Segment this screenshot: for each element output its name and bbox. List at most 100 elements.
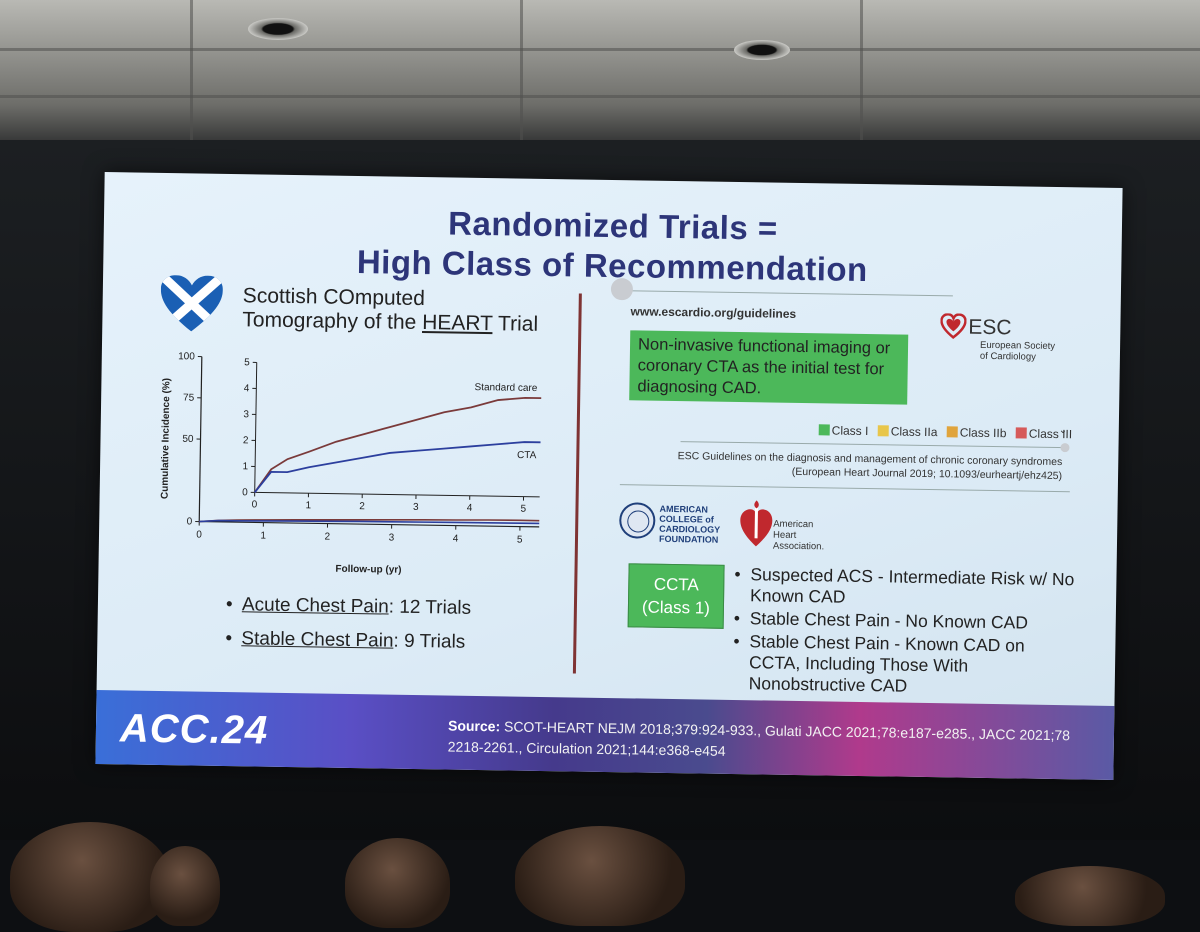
ceiling-tile-seam bbox=[0, 95, 1200, 98]
class-legend: Class I Class IIa Class IIb Class III bbox=[813, 423, 1073, 441]
audience-head bbox=[345, 838, 450, 928]
legend-label: Class IIb bbox=[960, 426, 1007, 441]
projected-slide: Randomized Trials = High Class of Recomm… bbox=[95, 172, 1122, 780]
ccta-class-box: CCTA (Class 1) bbox=[628, 563, 725, 629]
audience-head bbox=[515, 826, 685, 926]
section-separator bbox=[620, 484, 1070, 492]
column-divider bbox=[573, 294, 582, 674]
y-tick-label: 0 bbox=[187, 516, 193, 527]
inset-x-tick-label: 2 bbox=[359, 501, 365, 512]
x-tick-label: 3 bbox=[389, 533, 395, 544]
audience-head bbox=[150, 846, 220, 926]
scottish-heart-flag-icon bbox=[158, 273, 225, 334]
accf-seal-icon bbox=[619, 502, 656, 539]
scot-heart-title-heart: HEART bbox=[422, 311, 493, 335]
y-tick-label: 50 bbox=[182, 434, 194, 445]
inset-series-line-1 bbox=[255, 438, 541, 497]
list-item: •Acute Chest Pain: 12 Trials bbox=[226, 594, 472, 620]
bullet-value: : 9 Trials bbox=[393, 631, 465, 653]
standard-care-label: Standard care bbox=[474, 382, 537, 394]
esc-header-dot bbox=[611, 278, 633, 300]
ceiling-tile-seam bbox=[0, 48, 1200, 51]
list-item: •Stable Chest Pain: 9 Trials bbox=[225, 628, 471, 654]
inset-x-tick-label: 0 bbox=[252, 499, 258, 510]
esc-logo-sub-line2: of Cardiology bbox=[980, 351, 1055, 363]
legend-underline bbox=[681, 441, 1066, 448]
inset-y-tick-label: 1 bbox=[242, 461, 248, 472]
source-text: SCOT-HEART NEJM 2018;379:924-933., Gulat… bbox=[448, 718, 1071, 759]
accf-logo-text: AMERICAN COLLEGE of CARDIOLOGY FOUNDATIO… bbox=[659, 504, 721, 545]
inset-series-line-0 bbox=[255, 394, 542, 497]
aha-line1: American bbox=[773, 519, 824, 531]
x-tick-label: 2 bbox=[324, 532, 330, 543]
inset-x-axis-line bbox=[255, 492, 540, 496]
legend-swatch bbox=[819, 424, 830, 435]
inset-y-tick-label: 5 bbox=[244, 357, 250, 368]
bullet-label: Stable Chest Pain bbox=[241, 628, 393, 651]
inset-x-tick-label: 1 bbox=[305, 500, 311, 511]
legend-label: Class IIa bbox=[891, 424, 938, 439]
bullet-value: : 12 Trials bbox=[389, 597, 472, 619]
esc-logo: ESC European Society of Cardiology bbox=[940, 313, 1061, 375]
inset-y-tick-label: 2 bbox=[243, 435, 249, 446]
inset-x-tick-label: 4 bbox=[467, 503, 473, 514]
ceiling-light-icon bbox=[734, 40, 790, 60]
x-tick-label: 0 bbox=[196, 530, 202, 541]
list-item: •Stable Chest Pain - No Known CAD bbox=[734, 608, 1074, 634]
acc24-logo: ACC.24 bbox=[120, 706, 269, 753]
esc-citation: ESC Guidelines on the diagnosis and mana… bbox=[677, 449, 1062, 483]
esc-recommendation-box: Non-invasive functional imaging or coron… bbox=[629, 330, 908, 404]
aha-line2: Heart bbox=[773, 530, 824, 542]
accf-logo: AMERICAN COLLEGE of CARDIOLOGY FOUNDATIO… bbox=[619, 502, 730, 550]
ceiling bbox=[0, 0, 1200, 150]
x-axis-label: Follow-up (yr) bbox=[335, 564, 401, 576]
scot-heart-title-line2: Tomography of the HEART Trial bbox=[242, 308, 538, 337]
scot-heart-title-prefix: Tomography of the bbox=[242, 308, 422, 334]
inset-y-tick-label: 0 bbox=[242, 487, 248, 498]
ccta-item-text: Suspected ACS - Intermediate Risk w/ No … bbox=[750, 564, 1074, 606]
ceiling-tile-seam bbox=[190, 0, 193, 140]
legend-label: Class I bbox=[832, 423, 869, 438]
legend-swatch bbox=[947, 426, 958, 437]
inset-x-tick-label: 3 bbox=[413, 502, 419, 513]
esc-logo-name: ESC bbox=[968, 316, 1012, 341]
inset-x-tick-label: 5 bbox=[520, 504, 526, 515]
ccta-box-line2: (Class 1) bbox=[629, 595, 723, 619]
y-tick-label: 75 bbox=[183, 393, 195, 404]
aha-line3: Association. bbox=[773, 541, 824, 553]
ccta-item-text: Stable Chest Pain - No Known CAD bbox=[750, 608, 1028, 632]
ceiling-tile-seam bbox=[520, 0, 523, 140]
bullet-label: Acute Chest Pain bbox=[242, 594, 389, 617]
ccta-box-line1: CCTA bbox=[629, 572, 723, 596]
list-item: •Suspected ACS - Intermediate Risk w/ No… bbox=[734, 564, 1075, 611]
audience-head bbox=[10, 822, 170, 932]
x-tick-label: 4 bbox=[453, 534, 459, 545]
aha-logo-text: American Heart Association. bbox=[773, 519, 825, 553]
x-tick-label: 5 bbox=[517, 535, 523, 546]
esc-heart-icon bbox=[940, 313, 966, 339]
legend-line-dot bbox=[1060, 443, 1069, 452]
esc-logo-subtitle: European Society of Cardiology bbox=[980, 340, 1055, 363]
inset-y-tick-label: 4 bbox=[244, 383, 250, 394]
accf-line4: FOUNDATION bbox=[659, 534, 720, 545]
esc-guidelines-url: www.escardio.org/guidelines bbox=[630, 304, 796, 321]
inset-y-axis-line bbox=[255, 362, 257, 492]
trial-count-list: •Acute Chest Pain: 12 Trials •Stable Che… bbox=[225, 594, 471, 666]
ccta-item-text: Stable Chest Pain - Known CAD on CCTA, I… bbox=[749, 631, 1025, 695]
source-label: Source: bbox=[448, 718, 500, 735]
y-tick-label: 100 bbox=[178, 351, 195, 362]
scot-heart-title-suffix: Trial bbox=[492, 312, 538, 336]
esc-header-line bbox=[623, 290, 953, 296]
x-tick-label: 1 bbox=[260, 531, 266, 542]
aha-logo: American Heart Association. bbox=[739, 500, 840, 552]
aha-heart-torch-icon bbox=[739, 500, 774, 549]
audience-head bbox=[1015, 866, 1165, 926]
ccta-indications-list: •Suspected ACS - Intermediate Risk w/ No… bbox=[733, 564, 1075, 701]
cta-label: CTA bbox=[517, 450, 537, 461]
inset-y-tick-label: 3 bbox=[243, 409, 249, 420]
legend-swatch bbox=[878, 425, 889, 436]
legend-swatch bbox=[1016, 427, 1027, 438]
ceiling-light-icon bbox=[248, 18, 308, 40]
scot-heart-trial-title: Scottish COmputed Tomography of the HEAR… bbox=[242, 284, 538, 337]
